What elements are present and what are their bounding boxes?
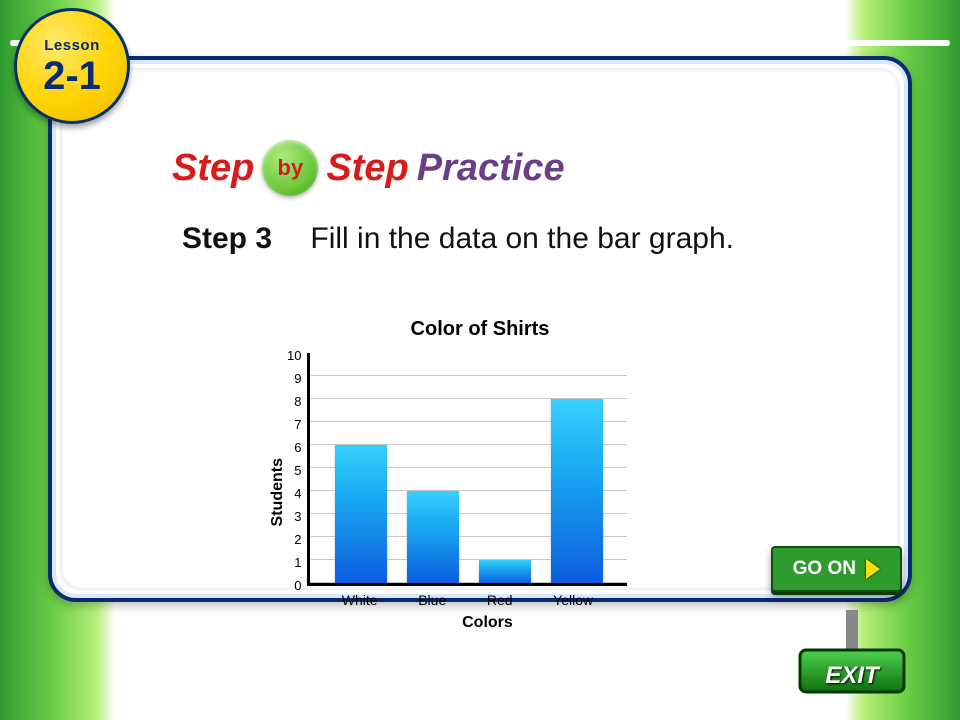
xtick: Blue [418, 592, 446, 608]
exit-button[interactable]: EXIT [796, 610, 908, 696]
bar-white [335, 445, 387, 583]
chart-yticks: 012345678910 [287, 356, 307, 586]
chart-bars [310, 353, 627, 583]
go-on-button[interactable]: GO ON [771, 546, 902, 592]
step-label: Step 3 [182, 222, 272, 255]
step-by-step-heading: Step by Step Practice [172, 140, 565, 196]
xtick: White [342, 592, 378, 608]
instruction-line: Step 3 Fill in the data on the bar graph… [182, 222, 734, 256]
lesson-badge-number: 2-1 [43, 56, 101, 96]
chart-ylabel: Students [265, 458, 287, 526]
chart-title: Color of Shirts [265, 318, 695, 341]
by-text: by [278, 155, 304, 181]
by-badge-icon: by [262, 140, 318, 196]
xtick: Red [487, 592, 513, 608]
exit-label: EXIT [796, 610, 908, 696]
lesson-badge: Lesson 2-1 [14, 8, 130, 124]
chart-xticks: White Blue Red Yellow [307, 586, 627, 608]
bar-yellow [551, 399, 603, 583]
bar-chart: Color of Shirts Students 012345678910 Wh… [265, 318, 695, 632]
instruction-text: Fill in the data on the bar graph. [310, 222, 734, 255]
heading-practice: Practice [417, 147, 565, 190]
slide-frame: Lesson 2-1 Step by Step Practice Step 3 … [0, 0, 960, 720]
bar-blue [407, 491, 459, 583]
play-triangle-icon [866, 559, 880, 579]
xtick: Yellow [553, 592, 593, 608]
go-on-label: GO ON [793, 558, 856, 580]
heading-step2: Step [326, 147, 408, 190]
chart-xlabel: Colors [347, 614, 627, 632]
bar-red [479, 560, 531, 583]
heading-step1: Step [172, 147, 254, 190]
content-panel: Step by Step Practice Step 3 Fill in the… [48, 56, 912, 602]
chart-plot [307, 353, 627, 586]
chart-grid [307, 353, 627, 583]
chart-area: Students 012345678910 White Blue Red Yellow… [265, 353, 695, 632]
top-strip [10, 40, 950, 46]
lesson-badge-small: Lesson [44, 37, 100, 54]
